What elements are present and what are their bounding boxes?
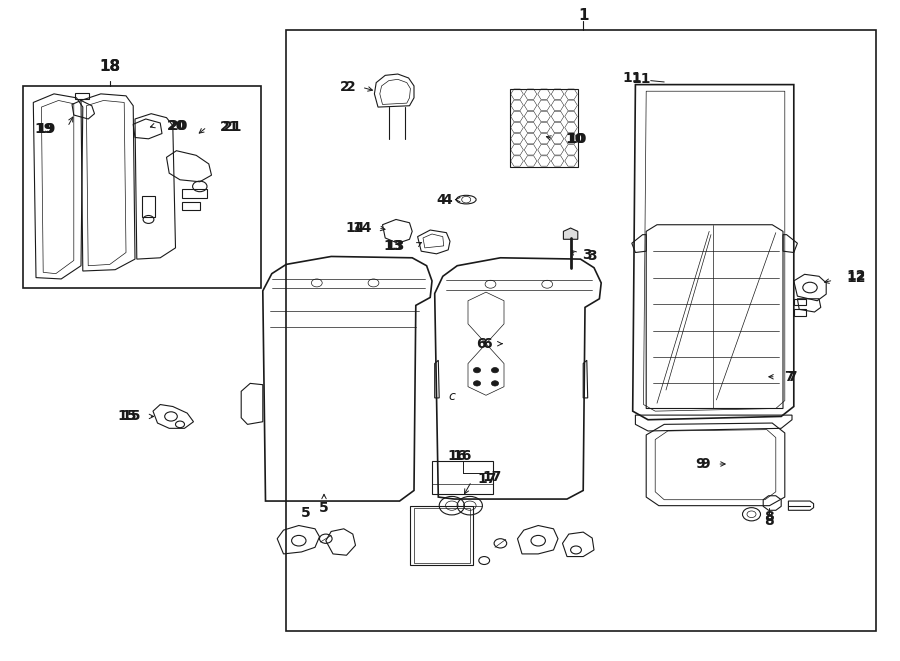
Text: 3: 3 [582, 248, 592, 262]
Text: 10: 10 [565, 132, 585, 146]
Text: 16: 16 [447, 449, 467, 463]
Text: 10: 10 [567, 132, 587, 146]
Text: 16: 16 [453, 449, 472, 463]
Text: 6: 6 [476, 336, 486, 351]
Text: 13: 13 [383, 239, 403, 253]
Text: 17: 17 [477, 472, 497, 486]
Text: 15: 15 [122, 409, 141, 424]
Text: 1: 1 [578, 9, 589, 23]
Text: 13: 13 [385, 239, 405, 253]
Text: 19: 19 [36, 122, 56, 136]
Text: 2: 2 [346, 80, 356, 95]
Bar [142, 196, 155, 217]
Text: 5: 5 [302, 506, 310, 520]
Text: 15: 15 [117, 409, 137, 424]
Bar [182, 189, 207, 198]
Text: 9: 9 [695, 457, 705, 471]
Bar [510, 89, 578, 167]
Text: 14: 14 [352, 221, 372, 235]
Circle shape [473, 368, 481, 373]
Bar [286, 30, 876, 631]
Bar [414, 508, 470, 563]
Bar [182, 202, 200, 210]
Circle shape [473, 381, 481, 386]
Circle shape [491, 368, 499, 373]
Text: 9: 9 [700, 457, 710, 471]
Circle shape [491, 381, 499, 386]
Bar [432, 461, 493, 494]
Text: 8: 8 [764, 510, 773, 524]
Text: 7: 7 [784, 369, 794, 384]
Text: 19: 19 [34, 122, 54, 136]
Text: 12: 12 [846, 270, 866, 285]
Text: 12: 12 [846, 268, 866, 283]
Text: 2: 2 [339, 80, 349, 95]
Text: 4: 4 [442, 193, 452, 208]
Text: 7: 7 [788, 369, 797, 384]
Bar [794, 309, 806, 316]
Bar [794, 299, 806, 305]
Text: 5: 5 [320, 500, 328, 515]
Text: 3: 3 [587, 249, 597, 264]
Text: 18: 18 [99, 59, 121, 73]
Text: 20: 20 [166, 118, 186, 133]
Text: 21: 21 [220, 120, 239, 134]
Polygon shape [563, 228, 578, 239]
Text: c: c [448, 390, 455, 403]
Bar [22, 86, 261, 288]
Text: 4: 4 [436, 192, 446, 207]
Bar [410, 506, 473, 565]
Text: 18: 18 [99, 59, 121, 73]
Text: 8: 8 [764, 514, 773, 528]
Text: 17: 17 [482, 470, 502, 485]
Text: 11: 11 [622, 71, 642, 85]
Text: 14: 14 [346, 221, 365, 235]
Text: 11: 11 [631, 72, 651, 87]
Text: 21: 21 [223, 120, 243, 134]
Bar [75, 93, 89, 99]
Text: 20: 20 [169, 118, 189, 133]
Text: 6: 6 [482, 336, 491, 351]
